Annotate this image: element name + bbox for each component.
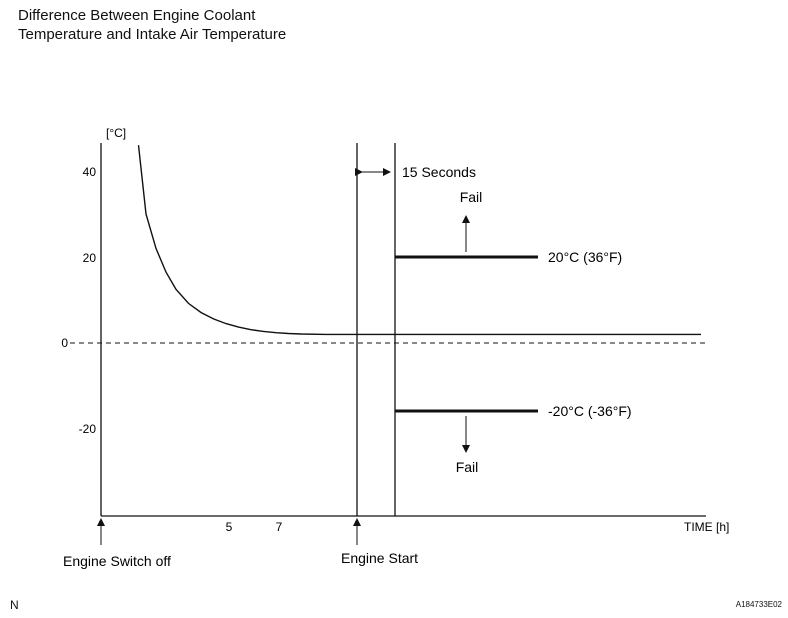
x-tick-label-5: 5 (226, 520, 233, 534)
x-axis-label: TIME [h] (684, 520, 729, 534)
lower-fail-label: Fail (456, 459, 479, 475)
y-tick-label-40: 40 (83, 165, 97, 179)
figure-code: A184733E02 (735, 600, 782, 609)
engine-off-label: Engine Switch off (63, 553, 171, 569)
y-axis-label: [°C] (106, 126, 126, 140)
upper-fail-label: Fail (460, 189, 483, 205)
fifteen-seconds-label: 15 Seconds (402, 164, 476, 180)
temperature-difference-curve (137, 145, 701, 336)
x-tick-label-7: 7 (276, 520, 283, 534)
y-tick-label-20: 20 (83, 251, 97, 265)
title-line-1: Difference Between Engine Coolant (18, 7, 256, 24)
engine-start-label: Engine Start (341, 550, 418, 566)
y-tick-label-minus-20: -20 (79, 422, 97, 436)
title-line-2: Temperature and Intake Air Temperature (18, 26, 287, 43)
page-title: Difference Between Engine Coolant Temper… (18, 6, 286, 44)
upper-threshold-label: 20°C (36°F) (548, 249, 622, 265)
lower-threshold-label: -20°C (-36°F) (548, 403, 632, 419)
y-tick-label-0: 0 (61, 336, 68, 350)
footer-left-text: N (10, 598, 19, 612)
